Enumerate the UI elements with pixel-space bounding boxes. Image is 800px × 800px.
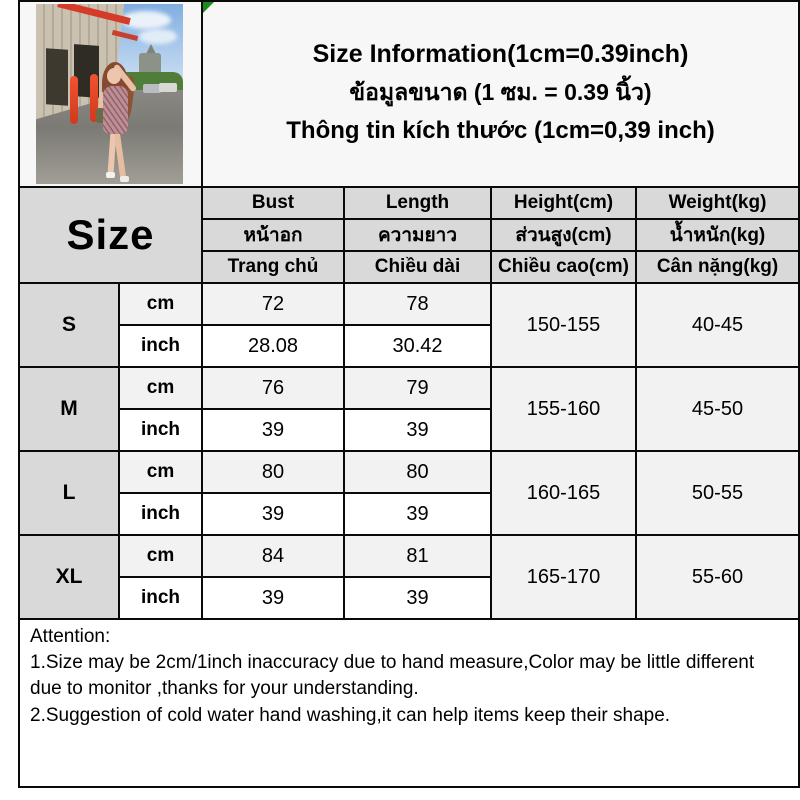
bust-cm-value: 80 [201,450,345,494]
weight-range-value: 45-50 [634,366,800,452]
header-length-en: Length [343,186,492,220]
photo-bollard [70,76,78,124]
header-weight-en: Weight(kg) [634,186,800,220]
weight-range-value: 40-45 [634,282,800,368]
length-cm-value: 78 [343,282,492,326]
size-row-label: L [18,450,120,536]
photo-parked-car [159,83,178,93]
height-range-value: 155-160 [490,366,637,452]
product-photo-cell [18,0,203,188]
length-inch-value: 39 [343,492,492,536]
unit-cm-label: cm [118,366,203,410]
unit-inch-label: inch [118,576,203,620]
header-bust-vi: Trang chủ [201,250,345,284]
header-length-vi: Chiều dài [343,250,492,284]
header-length-th: ความยาว [343,218,492,252]
bust-inch-value: 39 [201,576,345,620]
header-weight-th: น้ำหนัก(kg) [634,218,800,252]
green-corner-flag-icon [204,3,214,13]
model-bag [96,108,105,123]
title-english: Size Information(1cm=0.39inch) [312,39,689,68]
length-inch-value: 39 [343,576,492,620]
title-cell: Size Information(1cm=0.39inch) ข้อมูลขนา… [200,0,800,188]
header-weight-vi: Cân nặng(kg) [634,250,800,284]
photo-cloud [138,29,178,44]
header-height-en: Height(cm) [490,186,637,220]
unit-cm-label: cm [118,282,203,326]
model-face [107,68,121,84]
unit-inch-label: inch [118,408,203,452]
length-cm-value: 81 [343,534,492,578]
height-range-value: 165-170 [490,534,637,620]
bust-cm-value: 72 [201,282,345,326]
size-row-label: S [18,282,120,368]
title-vietnamese: Thông tin kích thước (1cm=0,39 inch) [286,116,715,144]
size-row-label: M [18,366,120,452]
header-height-th: ส่วนสูง(cm) [490,218,637,252]
bust-cm-value: 76 [201,366,345,410]
model-shoe [120,176,129,182]
header-bust-en: Bust [201,186,345,220]
unit-inch-label: inch [118,324,203,368]
bust-inch-value: 39 [201,492,345,536]
model-shoe [106,172,115,178]
photo-bollard [90,74,98,122]
length-cm-value: 80 [343,450,492,494]
bust-cm-value: 84 [201,534,345,578]
photo-distant-building [146,43,157,54]
photo-cloud [121,11,172,30]
height-range-value: 150-155 [490,282,637,368]
bust-inch-value: 39 [201,408,345,452]
unit-cm-label: cm [118,534,203,578]
attention-heading: Attention: [30,626,111,647]
product-photo [36,4,183,184]
photo-doorway [46,48,69,106]
header-height-vi: Chiều cao(cm) [490,250,637,284]
length-cm-value: 79 [343,366,492,410]
weight-range-value: 55-60 [634,534,800,620]
size-header-cell: Size [18,186,203,284]
bust-inch-value: 28.08 [201,324,345,368]
photo-distant-building [138,52,161,76]
height-range-value: 160-165 [490,450,637,536]
attention-note-2: 2.Suggestion of cold water hand washing,… [30,704,671,726]
unit-cm-label: cm [118,450,203,494]
length-inch-value: 30.42 [343,324,492,368]
title-thai: ข้อมูลขนาด (1 ซม. = 0.39 นิ้ว) [349,78,652,105]
attention-note-1: 1.Size may be 2cm/1inch inaccuracy due t… [30,652,755,700]
attention-notes: Attention: 1.Size may be 2cm/1inch inacc… [17,618,800,788]
unit-inch-label: inch [118,492,203,536]
header-bust-th: หน้าอก [201,218,345,252]
size-table: Size Information(1cm=0.39inch) ข้อมูลขนา… [17,0,800,788]
size-row-label: XL [18,534,120,620]
model-dress [103,86,128,134]
weight-range-value: 50-55 [634,450,800,536]
length-inch-value: 39 [343,408,492,452]
